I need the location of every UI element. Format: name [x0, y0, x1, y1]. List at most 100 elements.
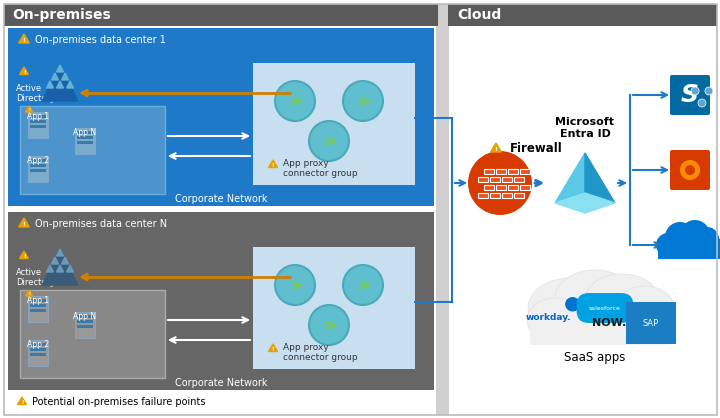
Text: !: !	[23, 254, 25, 259]
Text: »: »	[289, 275, 301, 295]
Text: App 1: App 1	[27, 112, 49, 121]
Ellipse shape	[555, 270, 635, 326]
Bar	[30, 304, 46, 307]
Bar	[77, 131, 93, 134]
Circle shape	[309, 305, 349, 345]
Circle shape	[656, 233, 680, 257]
Bar	[75, 312, 95, 338]
Bar	[77, 136, 93, 139]
Polygon shape	[555, 153, 585, 203]
Circle shape	[685, 165, 695, 175]
Bar	[30, 353, 46, 356]
Text: On-premises data center N: On-premises data center N	[35, 219, 167, 229]
Circle shape	[681, 260, 691, 270]
Bar	[30, 159, 46, 162]
Ellipse shape	[615, 286, 675, 334]
Polygon shape	[17, 397, 27, 405]
Text: »: »	[289, 92, 301, 110]
Text: workday.: workday.	[526, 314, 572, 323]
Bar	[30, 343, 46, 346]
Text: Cloud: Cloud	[457, 8, 501, 22]
Text: salesforce: salesforce	[589, 306, 621, 311]
Circle shape	[468, 151, 532, 215]
Text: S: S	[681, 83, 699, 107]
Bar	[530, 317, 670, 345]
Text: !: !	[271, 347, 274, 352]
Polygon shape	[66, 265, 73, 272]
Bar	[8, 212, 434, 390]
Polygon shape	[56, 81, 63, 88]
Text: !: !	[22, 222, 25, 227]
Text: SaaS apps: SaaS apps	[564, 352, 626, 364]
Bar	[520, 185, 530, 190]
Text: »: »	[323, 132, 336, 150]
Text: App 2: App 2	[27, 156, 49, 165]
Circle shape	[275, 81, 315, 121]
Bar	[490, 193, 500, 198]
Bar	[77, 141, 93, 144]
Bar	[502, 193, 512, 198]
Text: !: !	[21, 400, 23, 405]
Text: box: box	[635, 301, 661, 314]
Text: App proxy
connector group: App proxy connector group	[283, 343, 358, 362]
Text: Potential on-premises failure points: Potential on-premises failure points	[32, 397, 205, 407]
Polygon shape	[52, 257, 58, 264]
Text: App N: App N	[73, 312, 96, 321]
Polygon shape	[42, 65, 78, 101]
Text: »: »	[356, 92, 369, 110]
Text: !: !	[271, 163, 274, 168]
Polygon shape	[19, 67, 29, 74]
Circle shape	[698, 99, 706, 107]
Bar	[253, 247, 415, 369]
Text: SAP: SAP	[643, 319, 659, 327]
Bar	[508, 169, 518, 174]
Polygon shape	[56, 265, 63, 272]
Bar	[28, 340, 48, 366]
Bar	[478, 177, 488, 182]
Polygon shape	[47, 265, 53, 272]
Text: App 2: App 2	[27, 340, 49, 349]
Bar	[30, 309, 46, 312]
Text: Active
Directory: Active Directory	[16, 84, 55, 103]
Polygon shape	[19, 251, 29, 258]
Polygon shape	[56, 65, 63, 72]
Text: App N: App N	[73, 128, 96, 137]
Bar	[30, 169, 46, 172]
Polygon shape	[25, 106, 32, 112]
Text: !: !	[23, 70, 25, 75]
Text: !: !	[22, 38, 25, 43]
Bar	[30, 348, 46, 351]
Text: »: »	[323, 316, 336, 334]
Polygon shape	[52, 73, 58, 80]
Bar	[514, 193, 524, 198]
Bar	[502, 177, 512, 182]
Bar	[30, 125, 46, 128]
Text: Microsoft
Entra ID: Microsoft Entra ID	[556, 117, 614, 139]
Polygon shape	[42, 249, 78, 285]
Circle shape	[691, 87, 699, 95]
Polygon shape	[269, 344, 277, 352]
Polygon shape	[61, 257, 68, 264]
Text: On-premises: On-premises	[12, 8, 111, 22]
Polygon shape	[19, 34, 30, 43]
Bar	[658, 245, 720, 259]
Polygon shape	[25, 290, 32, 296]
Bar	[77, 320, 93, 323]
Bar	[478, 193, 488, 198]
Text: Corporate Network: Corporate Network	[175, 194, 267, 204]
Bar	[520, 169, 530, 174]
Polygon shape	[56, 249, 63, 256]
Bar	[28, 156, 48, 182]
Polygon shape	[555, 193, 615, 213]
Text: Corporate Network: Corporate Network	[175, 378, 267, 388]
Text: NOW.: NOW.	[592, 318, 626, 328]
Text: Firewall: Firewall	[510, 143, 563, 155]
Text: App proxy
connector group: App proxy connector group	[283, 159, 358, 178]
Polygon shape	[490, 143, 501, 152]
Bar	[448, 4, 717, 26]
Text: ●: ●	[564, 293, 580, 313]
Text: On-premises data center 1: On-premises data center 1	[35, 35, 166, 45]
Bar	[496, 169, 506, 174]
Polygon shape	[19, 218, 30, 227]
Bar	[28, 296, 48, 322]
